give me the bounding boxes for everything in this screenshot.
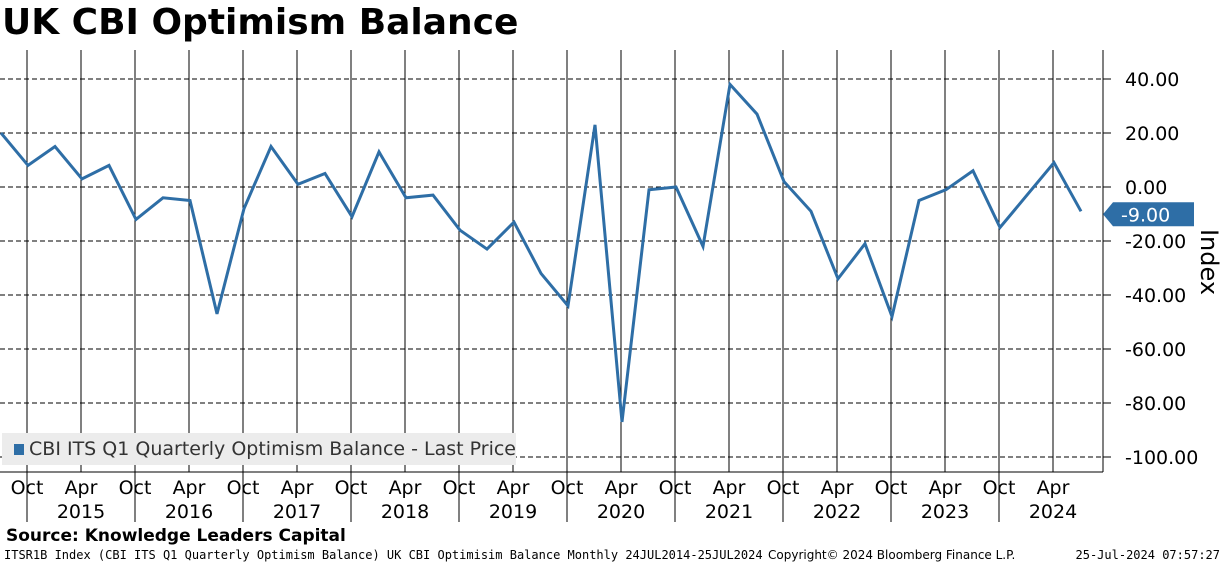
x-tick-label-month: Apr [929,477,962,499]
x-tick-label-month: Apr [497,477,530,499]
x-tick-label-year: 2021 [705,501,753,523]
legend: CBI ITS Q1 Quarterly Optimism Balance - … [2,433,516,465]
x-tick-label-year: 2018 [381,501,429,523]
series-line [0,81,1083,423]
x-tick-label-year: 2016 [165,501,213,523]
x-tick-label-month: Apr [389,477,422,499]
y-tick-label: -80.00 [1125,393,1186,415]
last-value-label: -9.00 [1121,204,1170,226]
y-tick-label: 40.00 [1125,69,1179,91]
x-tick-label-year: 2019 [489,501,537,523]
x-tick-label-year: 2022 [813,501,861,523]
y-tick-label: 20.00 [1125,123,1179,145]
x-tick-label-year: 2015 [57,501,105,523]
x-tick-label-month: Apr [713,477,746,499]
x-tick-label-year: 2024 [1029,501,1077,523]
horizontal-gridlines [0,78,1103,458]
x-tick-label-year: 2017 [273,501,321,523]
x-tick-label-year: 2020 [597,501,645,523]
series-layer [0,81,1083,423]
y-tick-label: -40.00 [1125,285,1186,307]
legend-label: CBI ITS Q1 Quarterly Optimism Balance - … [29,438,516,460]
legend-swatch [14,443,25,455]
chart-title: UK CBI Optimism Balance [2,2,519,43]
last-value-badge-layer: -9.00 [1103,202,1194,227]
x-tick-label-month: Apr [281,477,314,499]
footer-timestamp: 25-Jul-2024 07:57:27 [1075,548,1221,562]
y-tick-label: -60.00 [1125,339,1186,361]
vertical-gridlines [26,50,1054,472]
x-tick-label-month: Apr [605,477,638,499]
last-value-badge [1103,202,1194,227]
x-tick-label-month: Apr [1037,477,1070,499]
y-tick-label: 0.00 [1125,177,1167,199]
x-tick-label-year: 2023 [921,501,969,523]
x-tick-label-month: Apr [173,477,206,499]
y-tick-label: -100.00 [1125,447,1198,469]
x-tick-label-month: Apr [65,477,98,499]
footer-ticker-description: ITSR1B Index (CBI ITS Q1 Quarterly Optim… [4,548,763,562]
y-axis: 40.00 20.00 0.00 -20.00 -40.00 -60.00 -80.00 -1… [1103,69,1223,469]
footer-copyright: Copyright© 2024 Bloomberg Finance L.P. [768,548,1016,562]
y-axis-title: Index [1195,229,1223,295]
source-note: Source: Knowledge Leaders Capital [6,526,346,546]
x-tick-label-month: Apr [821,477,854,499]
y-tick-label: -20.00 [1125,231,1186,253]
plot-frame [0,50,1104,473]
x-axis: Oct Apr Oct Apr Oct Apr Oct Apr Oct Apr Oct Apr Oct A… [11,472,1077,523]
